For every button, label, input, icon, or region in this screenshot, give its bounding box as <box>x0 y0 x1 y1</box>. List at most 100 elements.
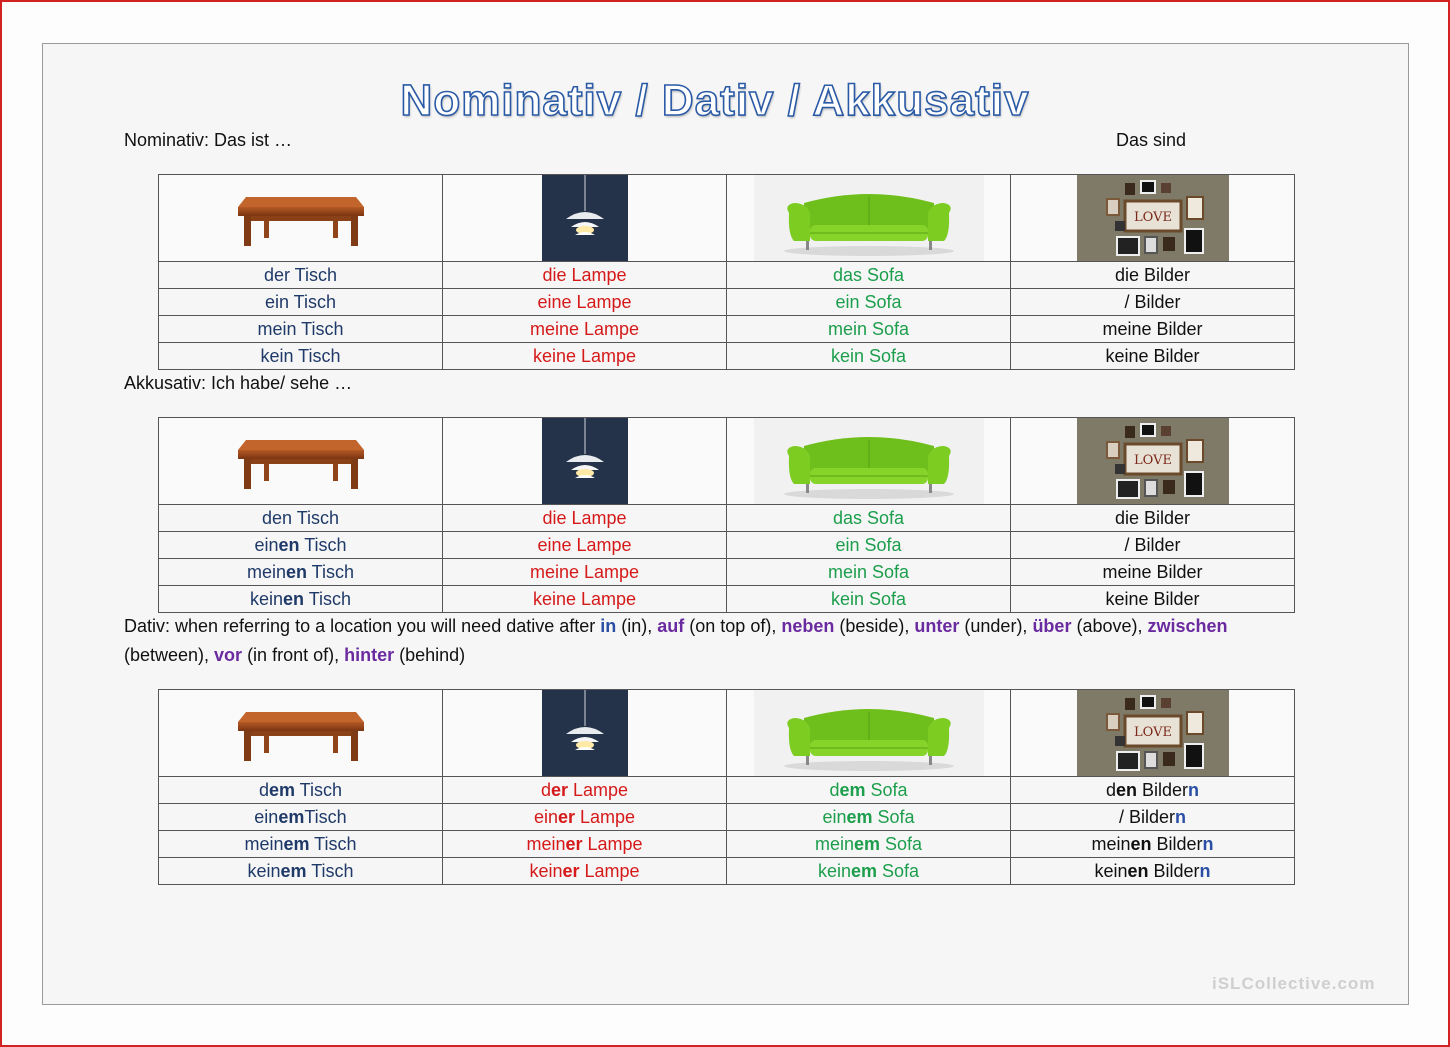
cell-lampe: eine Lampe <box>442 288 727 316</box>
cell-bilder: den Bildern <box>1010 776 1295 804</box>
stem: kein <box>817 861 851 881</box>
preposition-ueber: über <box>1032 616 1072 636</box>
noun: / Bilder <box>1118 807 1176 827</box>
noun: Bilder <box>1137 780 1189 800</box>
cell-bilder: keinen Bildern <box>1010 857 1295 885</box>
image-row: LOVE <box>158 174 1295 262</box>
cell-bilder: / Bilder <box>1010 288 1295 316</box>
noun: Tisch <box>292 508 340 528</box>
stem: d <box>829 780 840 800</box>
image-row: LOVE <box>158 417 1295 505</box>
dativ-table: LOVE dem Tisch der Lampe dem Sofa den Bi… <box>158 689 1295 885</box>
ending: er <box>562 861 580 881</box>
noun: Bilder <box>1151 834 1203 854</box>
preposition-hinter: hinter <box>344 645 395 665</box>
akkusativ-table: LOVE den Tisch die Lampe das Sofa die Bi… <box>158 417 1295 613</box>
plural-label: Das sind <box>1116 130 1187 150</box>
ending: en <box>1115 780 1137 800</box>
cell-bilder: meinen Bildern <box>1010 830 1295 858</box>
cell-sofa: ein Sofa <box>726 531 1011 559</box>
plural-ending: n <box>1175 807 1187 827</box>
picture-frames-image: LOVE <box>1011 175 1294 261</box>
table-picture-cell <box>158 174 443 262</box>
ending: em <box>280 861 307 881</box>
table-row: kein Tisch keine Lampe kein Sofa keine B… <box>158 342 1295 370</box>
noun: Sofa <box>877 861 920 881</box>
cell-lampe: der Lampe <box>442 776 727 804</box>
ending: em <box>268 780 295 800</box>
noun: Lampe <box>567 780 629 800</box>
table-row: keinen Tisch keine Lampe kein Sofa keine… <box>158 585 1295 613</box>
preposition-in: in <box>600 616 617 636</box>
nominativ-label: Nominativ: Das ist … <box>124 130 293 150</box>
stem: mein <box>246 562 286 582</box>
ending: er <box>550 780 568 800</box>
cell-bilder: / Bildern <box>1010 803 1295 831</box>
cell-tisch: keinem Tisch <box>158 857 443 885</box>
lamp-picture-cell <box>442 417 727 505</box>
frames-picture-cell: LOVE <box>1010 174 1295 262</box>
watermark: iSLCollective.com <box>1212 974 1376 993</box>
cell-sofa: das Sofa <box>726 261 1011 289</box>
lamp-image <box>443 175 726 261</box>
noun: Tisch <box>295 780 343 800</box>
cell-tisch: kein Tisch <box>158 342 443 370</box>
cell-lampe: eine Lampe <box>442 531 727 559</box>
ending: em <box>846 807 873 827</box>
ending: em <box>839 780 866 800</box>
cell-lampe: meine Lampe <box>442 315 727 343</box>
table-row: ein Tisch eine Lampe ein Sofa / Bilder <box>158 288 1295 316</box>
cell-lampe: meine Lampe <box>442 558 727 586</box>
table-image <box>159 175 442 261</box>
stem: mein <box>814 834 854 854</box>
cell-bilder: / Bilder <box>1010 531 1295 559</box>
cell-lampe: keine Lampe <box>442 585 727 613</box>
noun: Sofa <box>872 807 915 827</box>
ending: en <box>283 589 305 609</box>
ending: er <box>565 834 583 854</box>
cell-bilder: keine Bilder <box>1010 585 1295 613</box>
table-row: den Tisch die Lampe das Sofa die Bilder <box>158 504 1295 532</box>
cell-lampe: keiner Lampe <box>442 857 727 885</box>
noun: Lampe <box>582 834 643 854</box>
frames-picture-cell: LOVE <box>1010 689 1295 777</box>
preposition-neben: neben <box>781 616 835 636</box>
table-row: einen Tisch eine Lampe ein Sofa / Bilder <box>158 531 1295 559</box>
text-part: Dativ: when referring to a location you … <box>124 616 601 636</box>
picture-frames-image: LOVE <box>1011 690 1294 776</box>
cell-bilder: keine Bilder <box>1010 342 1295 370</box>
text-part: (under), <box>959 616 1033 636</box>
cell-tisch: der Tisch <box>158 261 443 289</box>
table-image <box>159 418 442 504</box>
page-title: Nominativ / Dativ / Akkusativ <box>400 75 1030 126</box>
stem: d <box>258 780 269 800</box>
ending: en <box>1130 834 1152 854</box>
svg-text:LOVE: LOVE <box>1134 453 1172 468</box>
table-row: dem Tisch der Lampe dem Sofa den Bildern <box>158 776 1295 804</box>
stem: mein <box>244 834 284 854</box>
plural-ending: n <box>1199 861 1211 881</box>
preposition-auf: auf <box>657 616 685 636</box>
sofa-image <box>727 690 1010 776</box>
stem: d <box>540 780 551 800</box>
lamp-picture-cell <box>442 689 727 777</box>
cell-lampe: meiner Lampe <box>442 830 727 858</box>
cell-sofa: keinem Sofa <box>726 857 1011 885</box>
cell-tisch: einemTisch <box>158 803 443 831</box>
cell-sofa: mein Sofa <box>726 558 1011 586</box>
cell-bilder: die Bilder <box>1010 504 1295 532</box>
table-row: meinen Tisch meine Lampe mein Sofa meine… <box>158 558 1295 586</box>
akkusativ-label: Akkusativ: Ich habe/ sehe … <box>124 373 353 393</box>
plural-ending: n <box>1188 780 1200 800</box>
stem: mein <box>1091 834 1131 854</box>
noun: Lampe <box>579 861 640 881</box>
stem: ein <box>822 807 847 827</box>
table-row: einemTisch einer Lampe einem Sofa / Bild… <box>158 803 1295 831</box>
text-part: (in), <box>616 616 658 636</box>
cell-sofa: das Sofa <box>726 504 1011 532</box>
cell-bilder: meine Bilder <box>1010 315 1295 343</box>
preposition-zwischen: zwischen <box>1147 616 1228 636</box>
cell-tisch: einen Tisch <box>158 531 443 559</box>
ending: en <box>285 562 307 582</box>
stem: ein <box>254 535 279 555</box>
